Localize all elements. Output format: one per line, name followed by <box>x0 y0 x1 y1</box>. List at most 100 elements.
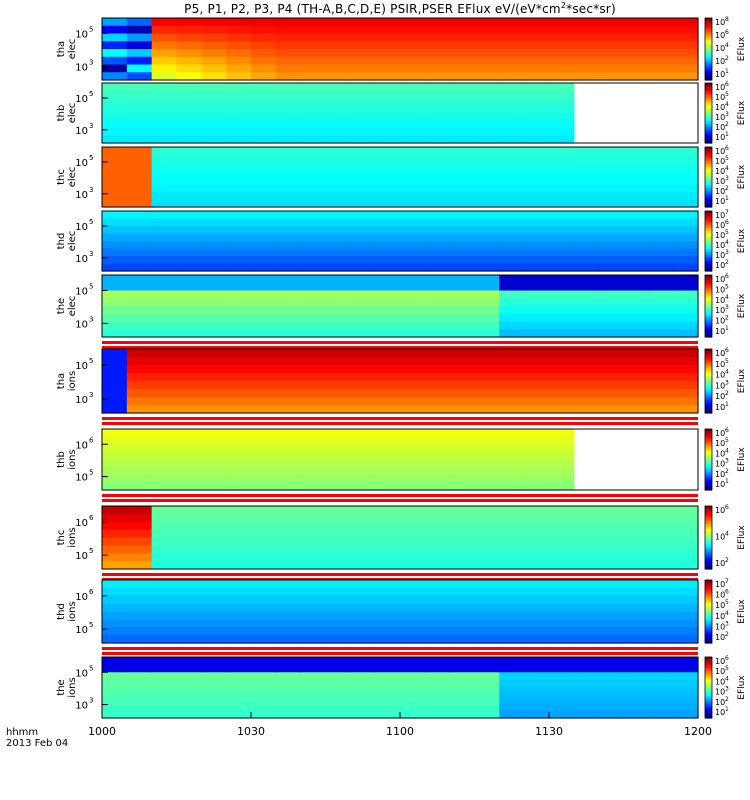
heatmap-cell <box>400 120 426 129</box>
colorbar-cell <box>705 580 712 583</box>
heatmap-cell <box>350 580 376 589</box>
heatmap-cell <box>226 162 252 171</box>
heatmap-cell <box>673 627 699 636</box>
heatmap-cell <box>424 580 451 589</box>
heatmap-cell <box>424 357 451 366</box>
heatmap-cell <box>400 105 426 114</box>
heatmap-cell <box>549 98 575 107</box>
heatmap-cell <box>201 56 227 66</box>
heatmap-cell <box>424 128 451 137</box>
heatmap-cell <box>375 405 401 414</box>
heatmap-cell <box>598 545 625 554</box>
heatmap-cell <box>499 211 525 220</box>
heatmap-cell <box>126 513 153 523</box>
heatmap-cell <box>474 603 500 613</box>
heatmap-cell <box>151 611 178 620</box>
heatmap-cell <box>226 256 252 265</box>
y-tick-exponent: 3 <box>89 186 93 194</box>
heatmap-cell <box>151 349 178 358</box>
heatmap-cell <box>176 545 202 554</box>
heatmap-cell <box>350 147 376 156</box>
heatmap-cell <box>424 56 451 66</box>
heatmap-cell <box>201 553 227 562</box>
colorbar-cell <box>705 592 712 596</box>
heatmap-cell <box>573 611 600 620</box>
heatmap-cell <box>176 83 202 92</box>
heatmap-cell <box>176 199 202 208</box>
heatmap-cell <box>325 263 351 272</box>
heatmap-cell <box>275 474 302 483</box>
colorbar-cell <box>705 227 712 230</box>
heatmap-cell <box>400 587 426 597</box>
heatmap-cell <box>549 83 575 92</box>
heatmap-cell <box>449 657 476 666</box>
colorbar-cell <box>705 445 712 448</box>
chart-title: P5, P1, P2, P3, P4 (TH-A,B,C,D,E) PSIR,P… <box>184 1 616 16</box>
heatmap-cell <box>474 218 500 227</box>
heatmap-cell <box>350 49 376 58</box>
heatmap-cell <box>598 672 625 681</box>
heatmap-cell <box>275 553 302 562</box>
heatmap-cell <box>573 405 600 414</box>
heatmap-cell <box>375 18 401 27</box>
heatmap-cell <box>673 537 699 546</box>
heatmap-cell <box>623 162 649 171</box>
heatmap-cell <box>524 389 550 398</box>
heatmap-cell <box>424 282 451 292</box>
heatmap-cell <box>201 611 227 620</box>
colorbar-tick-exponent: 2 <box>725 121 729 128</box>
heatmap-cell <box>300 529 327 539</box>
heatmap-cell <box>275 306 302 315</box>
heatmap-cell <box>151 474 178 483</box>
heatmap-cell <box>251 33 277 42</box>
heatmap-cell <box>201 529 227 539</box>
colorbar-tick-label: 10 <box>715 580 725 589</box>
colorbar-tick-exponent: 7 <box>725 209 729 216</box>
heatmap-cell <box>126 521 153 531</box>
heatmap-cell <box>300 444 327 453</box>
heatmap-cell <box>474 128 500 137</box>
heatmap-cell <box>573 18 600 27</box>
heatmap-cell <box>449 226 476 235</box>
heatmap-cell <box>524 695 550 704</box>
heatmap-cell <box>350 113 376 122</box>
heatmap-cell <box>499 657 525 666</box>
colorbar-cell <box>705 619 712 623</box>
y-axis-label: tha <box>56 41 67 57</box>
heatmap-cell <box>275 710 302 719</box>
colorbar-cell <box>705 552 712 555</box>
heatmap-cell <box>648 306 674 315</box>
heatmap-cell <box>648 537 674 546</box>
heatmap-cell <box>449 113 476 122</box>
heatmap-cell <box>598 537 625 546</box>
heatmap-cell <box>176 397 202 406</box>
heatmap-cell <box>251 595 277 605</box>
heatmap-cell <box>350 657 376 666</box>
heatmap-cell <box>400 702 426 711</box>
heatmap-cell <box>474 429 500 438</box>
heatmap-cell <box>623 664 649 673</box>
heatmap-cell <box>598 33 625 42</box>
heatmap-cell <box>251 226 277 235</box>
heatmap-cell <box>325 687 351 696</box>
colorbar-cell <box>705 451 712 454</box>
heatmap-cell <box>424 211 451 220</box>
heatmap-cell <box>126 135 153 144</box>
heatmap-cell <box>424 521 451 531</box>
heatmap-cell <box>573 248 600 257</box>
heatmap-cell <box>375 241 401 250</box>
heatmap-cell <box>673 389 699 398</box>
heatmap-cell <box>251 192 277 201</box>
heatmap-cell <box>623 329 649 338</box>
heatmap-cell <box>325 211 351 220</box>
heatmap-cell <box>275 529 302 539</box>
heatmap-cell <box>400 506 426 515</box>
colorbar-tick-label: 10 <box>715 18 725 27</box>
y-tick-label: 10 <box>75 551 88 562</box>
colorbar-tick-exponent: 7 <box>725 578 729 585</box>
colorbar-tick-label: 10 <box>715 667 725 676</box>
heatmap-cell <box>598 389 625 398</box>
heatmap-cell <box>573 64 600 73</box>
heatmap-cell <box>648 553 674 562</box>
heatmap-cell <box>226 105 252 114</box>
